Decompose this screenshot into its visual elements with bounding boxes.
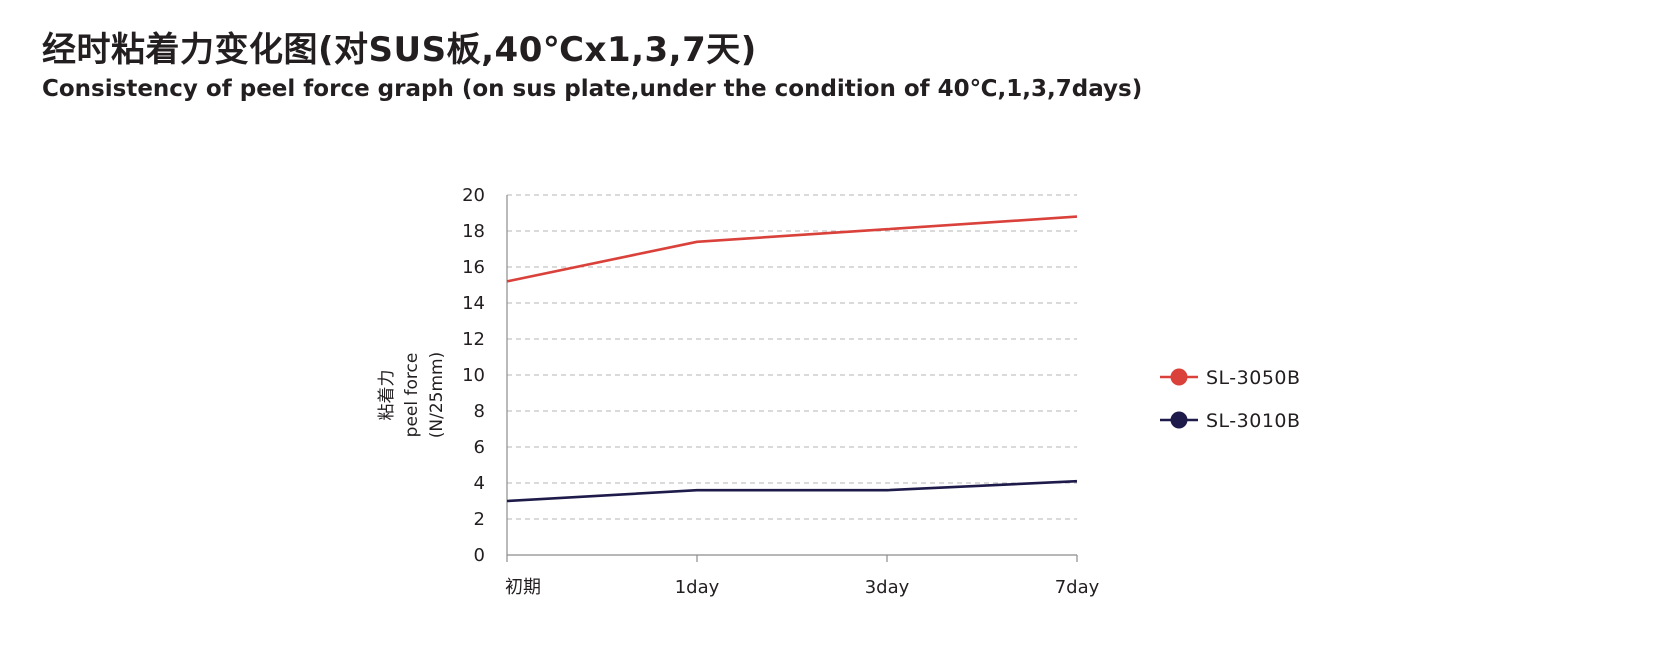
y-axis-label: 粘着力 peel force (N/25mm) [377, 352, 447, 438]
y-axis-label-line: (N/25mm) [427, 352, 447, 438]
y-tick-labels: 0 2 4 6 8 10 12 14 16 18 20 [462, 185, 485, 566]
y-tick-label: 8 [474, 401, 485, 422]
gridlines [507, 194, 1077, 520]
chart-title-en: Consistency of peel force graph (on sus … [42, 76, 1143, 102]
y-tick-label: 16 [462, 257, 485, 278]
x-tick-label: 1day [675, 577, 720, 598]
axes [506, 195, 1078, 562]
x-tick-label: 初期 [505, 577, 541, 598]
legend-label: SL-3010B [1206, 410, 1301, 432]
y-axis-label-line: 粘着力 [377, 370, 397, 421]
series-line-sl-3050b [506, 215, 1078, 283]
x-tick-label: 7day [1055, 577, 1100, 598]
legend-item: SL-3010B [1160, 410, 1301, 432]
legend-marker [1170, 411, 1188, 429]
chart-title-cn: 经时粘着力变化图(对SUS板,40℃x1,3,7天) [42, 30, 757, 70]
y-tick-label: 6 [474, 437, 485, 458]
y-tick-label: 14 [462, 293, 485, 314]
y-tick-label: 2 [474, 509, 485, 530]
legend-item: SL-3050B [1160, 367, 1301, 389]
y-tick-label: 4 [474, 473, 485, 494]
y-tick-label: 10 [462, 365, 485, 386]
x-tick-label: 3day [865, 577, 910, 598]
y-tick-label: 0 [474, 545, 485, 566]
legend: SL-3050B SL-3010B [1160, 367, 1301, 432]
series-line-sl-3010b [506, 479, 1078, 503]
series-lines [506, 215, 1078, 503]
y-tick-label: 12 [462, 329, 485, 350]
y-tick-label: 18 [462, 221, 485, 242]
y-tick-label: 20 [462, 185, 485, 206]
legend-label: SL-3050B [1206, 367, 1301, 389]
legend-marker [1170, 368, 1188, 386]
x-tick-labels: 初期 1day 3day 7day [505, 577, 1100, 598]
y-axis-label-line: peel force [402, 353, 422, 438]
